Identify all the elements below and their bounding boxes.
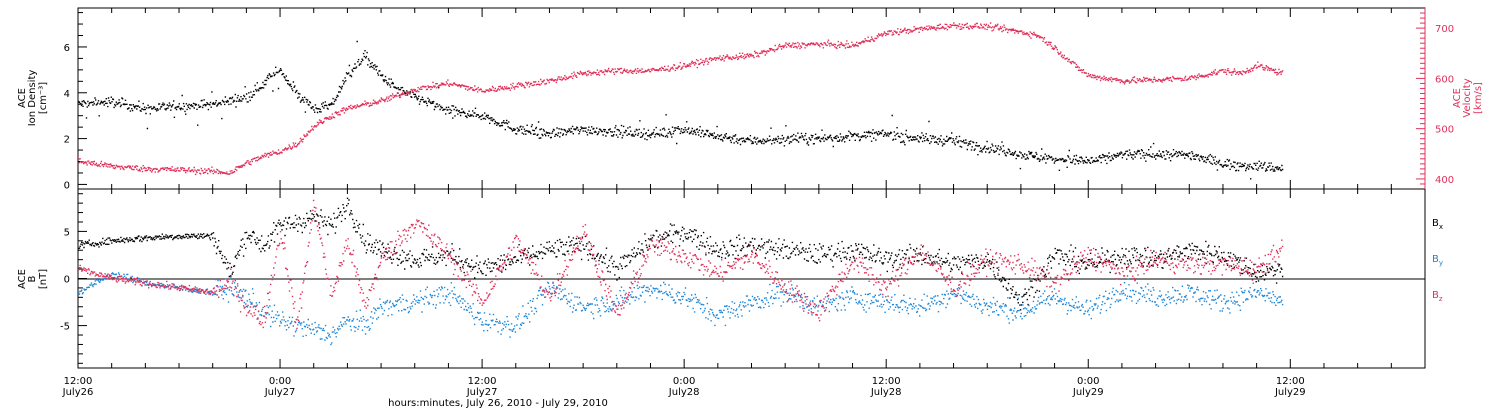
bz-points bbox=[78, 199, 1284, 330]
data-points bbox=[78, 22, 1284, 346]
top-left-unit: [cm⁻³] bbox=[38, 82, 49, 114]
x-tick-label-date: July27 bbox=[264, 387, 296, 398]
x-tick-label-time: 0:00 bbox=[269, 376, 291, 387]
by-points bbox=[78, 272, 1284, 346]
axis-ticks bbox=[77, 8, 1426, 368]
y-tick-label-density: 6 bbox=[64, 43, 70, 54]
x-axis-title: hours:minutes, July 26, 2010 - July 29, … bbox=[388, 398, 608, 409]
y-tick-label-b: 5 bbox=[64, 227, 70, 238]
y-tick-label-density: 0 bbox=[64, 180, 70, 191]
y-tick-label-velocity: 400 bbox=[1435, 175, 1454, 186]
x-tick-label-date: July29 bbox=[1072, 387, 1104, 398]
legend-bz: Bz bbox=[1432, 290, 1443, 303]
legend-bx: Bx bbox=[1432, 218, 1443, 231]
axis-tick-labels: 12:00July260:00July2712:00July270:00July… bbox=[60, 24, 1454, 398]
ion-density-points bbox=[78, 40, 1284, 180]
x-tick-label-time: 12:00 bbox=[872, 376, 901, 387]
top-right-label-line2: Velocity bbox=[1462, 78, 1473, 117]
top-right-axis-label: ACE Velocity [km/s] bbox=[1452, 78, 1484, 117]
top-left-label-line1: ACE bbox=[17, 88, 28, 108]
y-tick-label-b: -5 bbox=[60, 322, 70, 333]
x-tick-label-time: 12:00 bbox=[64, 376, 93, 387]
x-tick-label-time: 12:00 bbox=[468, 376, 497, 387]
top-right-label-line1: ACE bbox=[1452, 88, 1463, 108]
bx-points bbox=[78, 197, 1284, 311]
x-tick-label-date: July28 bbox=[668, 387, 700, 398]
y-tick-label-velocity: 700 bbox=[1435, 24, 1454, 35]
x-tick-label-date: July29 bbox=[1274, 387, 1306, 398]
x-tick-label-date: July28 bbox=[870, 387, 902, 398]
legend-by: By bbox=[1432, 254, 1443, 267]
y-tick-label-density: 4 bbox=[64, 89, 70, 100]
velocity-points bbox=[78, 22, 1284, 176]
bottom-left-label-line1: ACE bbox=[17, 269, 28, 289]
x-tick-label-time: 0:00 bbox=[1077, 376, 1099, 387]
bottom-left-label-line2: B bbox=[27, 275, 38, 282]
bottom-left-axis-label: ACE B [nT] bbox=[17, 269, 49, 289]
y-tick-label-density: 2 bbox=[64, 135, 70, 146]
y-tick-label-velocity: 500 bbox=[1435, 125, 1454, 136]
y-tick-label-velocity: 600 bbox=[1435, 74, 1454, 85]
top-panel-frame bbox=[77, 7, 1426, 190]
top-right-unit: [km/s] bbox=[1473, 82, 1484, 114]
x-tick-label-date: July27 bbox=[466, 387, 498, 398]
top-left-axis-label: ACE Ion Density [cm⁻³] bbox=[17, 70, 49, 127]
top-left-label-line2: Ion Density bbox=[27, 70, 38, 127]
x-tick-label-date: July26 bbox=[62, 387, 94, 398]
b-component-legend: Bx By Bz bbox=[1432, 218, 1443, 303]
y-tick-label-b: 0 bbox=[64, 275, 70, 286]
x-tick-label-time: 12:00 bbox=[1276, 376, 1305, 387]
bottom-left-unit: [nT] bbox=[38, 269, 49, 289]
x-tick-label-time: 0:00 bbox=[673, 376, 695, 387]
